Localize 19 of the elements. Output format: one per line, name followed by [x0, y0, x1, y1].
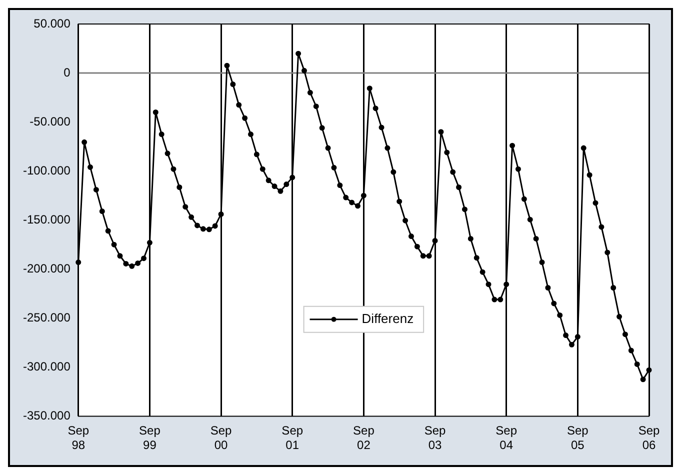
- legend-label: Differenz: [362, 310, 414, 326]
- y-tick-label: -300.000: [23, 359, 71, 374]
- x-tick-label: Sep 01: [282, 424, 304, 452]
- x-tick-label: Sep 06: [638, 424, 660, 452]
- y-tick-label: -100.000: [23, 163, 71, 178]
- x-tick-label: Sep 02: [353, 424, 375, 452]
- y-tick-label: -250.000: [23, 310, 71, 324]
- x-tick-label: Sep 99: [139, 424, 161, 452]
- y-tick-label: -200.000: [23, 261, 71, 276]
- y-tick-label: 50.000: [34, 16, 71, 30]
- x-tick-label: Sep 04: [496, 424, 518, 452]
- x-tick-label: Sep 05: [566, 424, 589, 452]
- x-tick-label: Sep 00: [210, 424, 232, 452]
- y-tick-label: -350.000: [23, 408, 71, 423]
- x-tick-label: Sep 98: [68, 424, 90, 452]
- y-tick-label: -150.000: [23, 212, 71, 226]
- y-tick-label: -50.000: [30, 114, 71, 128]
- x-tick-label: Sep 03: [424, 424, 446, 452]
- y-tick-label: 0: [64, 65, 71, 80]
